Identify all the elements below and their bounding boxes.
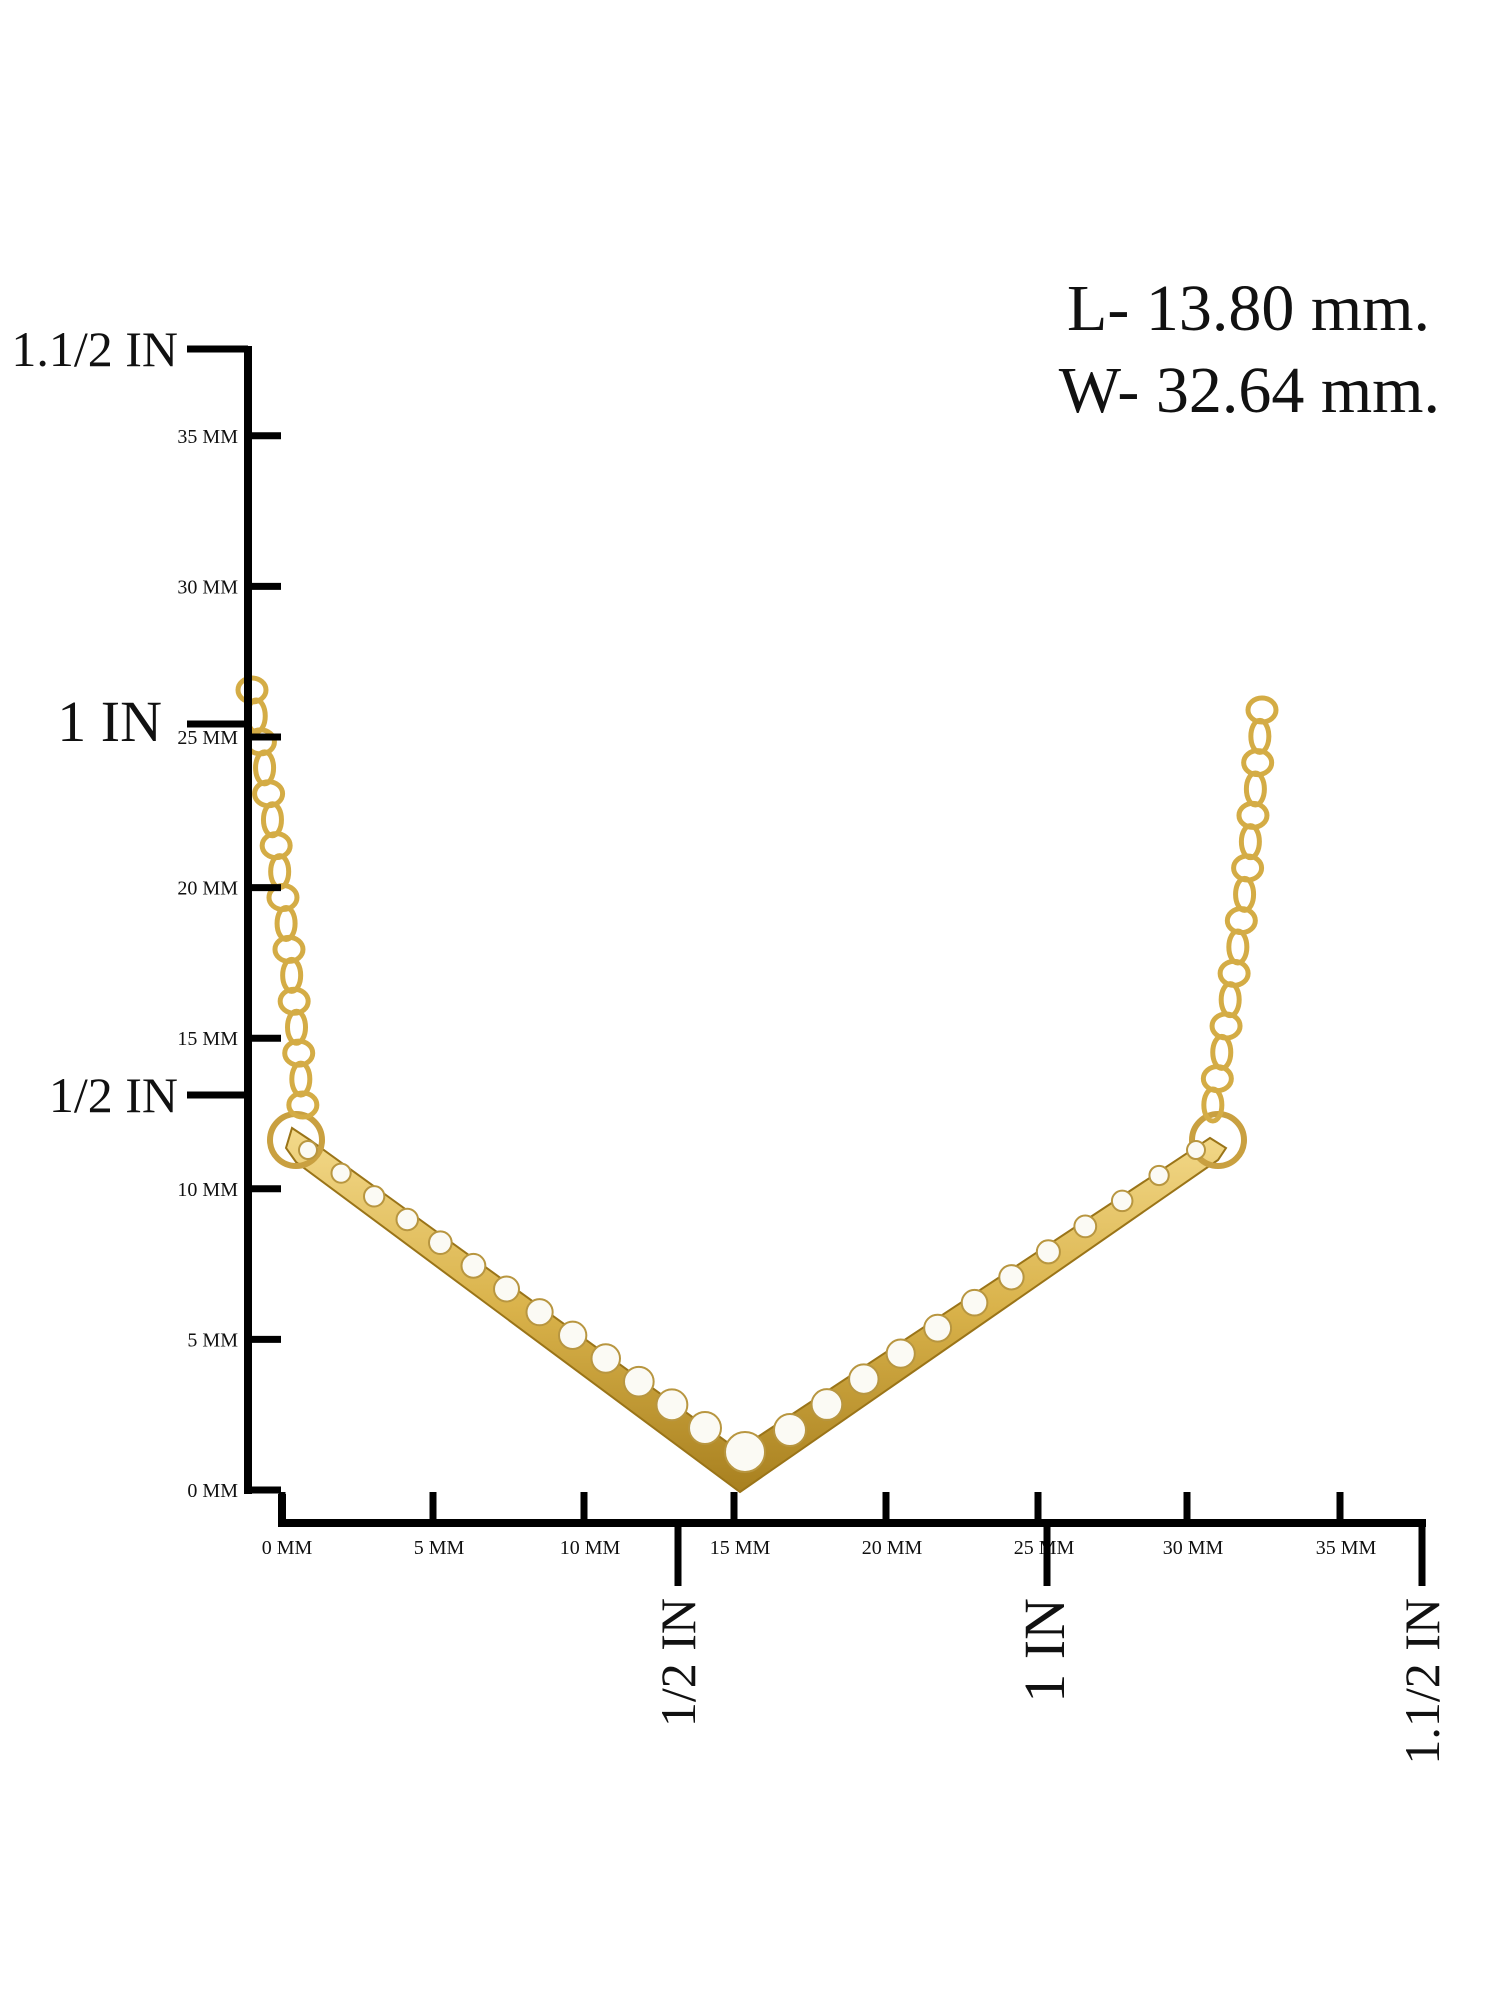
chain-link: [1233, 875, 1257, 913]
length-text: L- 13.80 mm.: [1067, 272, 1430, 345]
chain-link: [289, 1060, 313, 1098]
stone: [1035, 1239, 1061, 1265]
mm-label: 15 MM: [177, 1028, 238, 1050]
stone: [810, 1388, 844, 1421]
chain-link: [1201, 1086, 1225, 1124]
stone: [848, 1363, 880, 1395]
mm-label: 5 MM: [187, 1329, 238, 1351]
stone: [773, 1413, 807, 1447]
stone: [724, 1431, 766, 1473]
stone: [460, 1252, 487, 1279]
stone: [1186, 1140, 1206, 1160]
stone: [363, 1185, 386, 1208]
mm-label: 35 MM: [1316, 1537, 1377, 1559]
mm-label: 25 MM: [177, 727, 238, 749]
chain-link: [1209, 1011, 1243, 1041]
stone: [558, 1320, 588, 1351]
chain-link: [1217, 958, 1251, 988]
inch-label: 1/2 IN: [49, 1067, 178, 1123]
inch-label: 1/2 IN: [650, 1598, 706, 1727]
width-text: W- 32.64 mm.: [1059, 354, 1440, 427]
chain-link: [1224, 906, 1258, 936]
chain-link: [260, 801, 284, 839]
chain-link: [274, 904, 298, 942]
mm-label: 10 MM: [177, 1179, 238, 1201]
stone: [1110, 1189, 1134, 1213]
chain-link: [253, 749, 277, 787]
stone: [998, 1264, 1025, 1291]
stone: [395, 1207, 419, 1232]
mm-label: 35 MM: [177, 426, 238, 448]
stone: [623, 1365, 655, 1398]
stone: [960, 1288, 989, 1317]
stone: [493, 1275, 520, 1303]
chain-link: [1243, 770, 1267, 808]
chain-link: [1210, 1033, 1234, 1071]
chain-link: [280, 956, 304, 994]
rulers: [244, 346, 1426, 1527]
chain-link: [1200, 1064, 1234, 1094]
mm-label: 20 MM: [177, 878, 238, 900]
stone: [1148, 1164, 1170, 1187]
mm-label: 0 MM: [187, 1480, 238, 1502]
mm-label: 10 MM: [560, 1537, 621, 1559]
stone: [525, 1298, 554, 1327]
mm-label: 30 MM: [1163, 1537, 1224, 1559]
mm-label: 15 MM: [710, 1537, 771, 1559]
stone: [923, 1313, 953, 1343]
stone: [885, 1338, 916, 1369]
chain-link: [268, 853, 292, 891]
stone: [428, 1230, 453, 1255]
inch-label: 1.1/2 IN: [11, 321, 178, 377]
inch-label: 1 IN: [1012, 1598, 1077, 1703]
necklace: [235, 675, 1279, 1494]
stone: [1073, 1214, 1098, 1239]
mm-label: 5 MM: [414, 1537, 465, 1559]
chain-link: [1238, 823, 1262, 861]
chain-link: [1226, 928, 1250, 966]
chain-link: [1218, 981, 1242, 1019]
stone: [655, 1388, 689, 1422]
stone: [330, 1162, 352, 1184]
stone: [590, 1343, 621, 1374]
mm-label: 20 MM: [862, 1537, 923, 1559]
mm-label: 30 MM: [177, 576, 238, 598]
chain-link: [286, 1090, 320, 1120]
stone: [298, 1140, 318, 1160]
inch-label: 1 IN: [57, 689, 162, 754]
v-bar: [284, 1126, 1228, 1494]
inch-label: 1.1/2 IN: [1394, 1598, 1450, 1765]
stone: [688, 1411, 722, 1445]
chain-link: [285, 1008, 309, 1046]
mm-label: 0 MM: [262, 1537, 313, 1559]
chain-link: [1248, 717, 1272, 755]
